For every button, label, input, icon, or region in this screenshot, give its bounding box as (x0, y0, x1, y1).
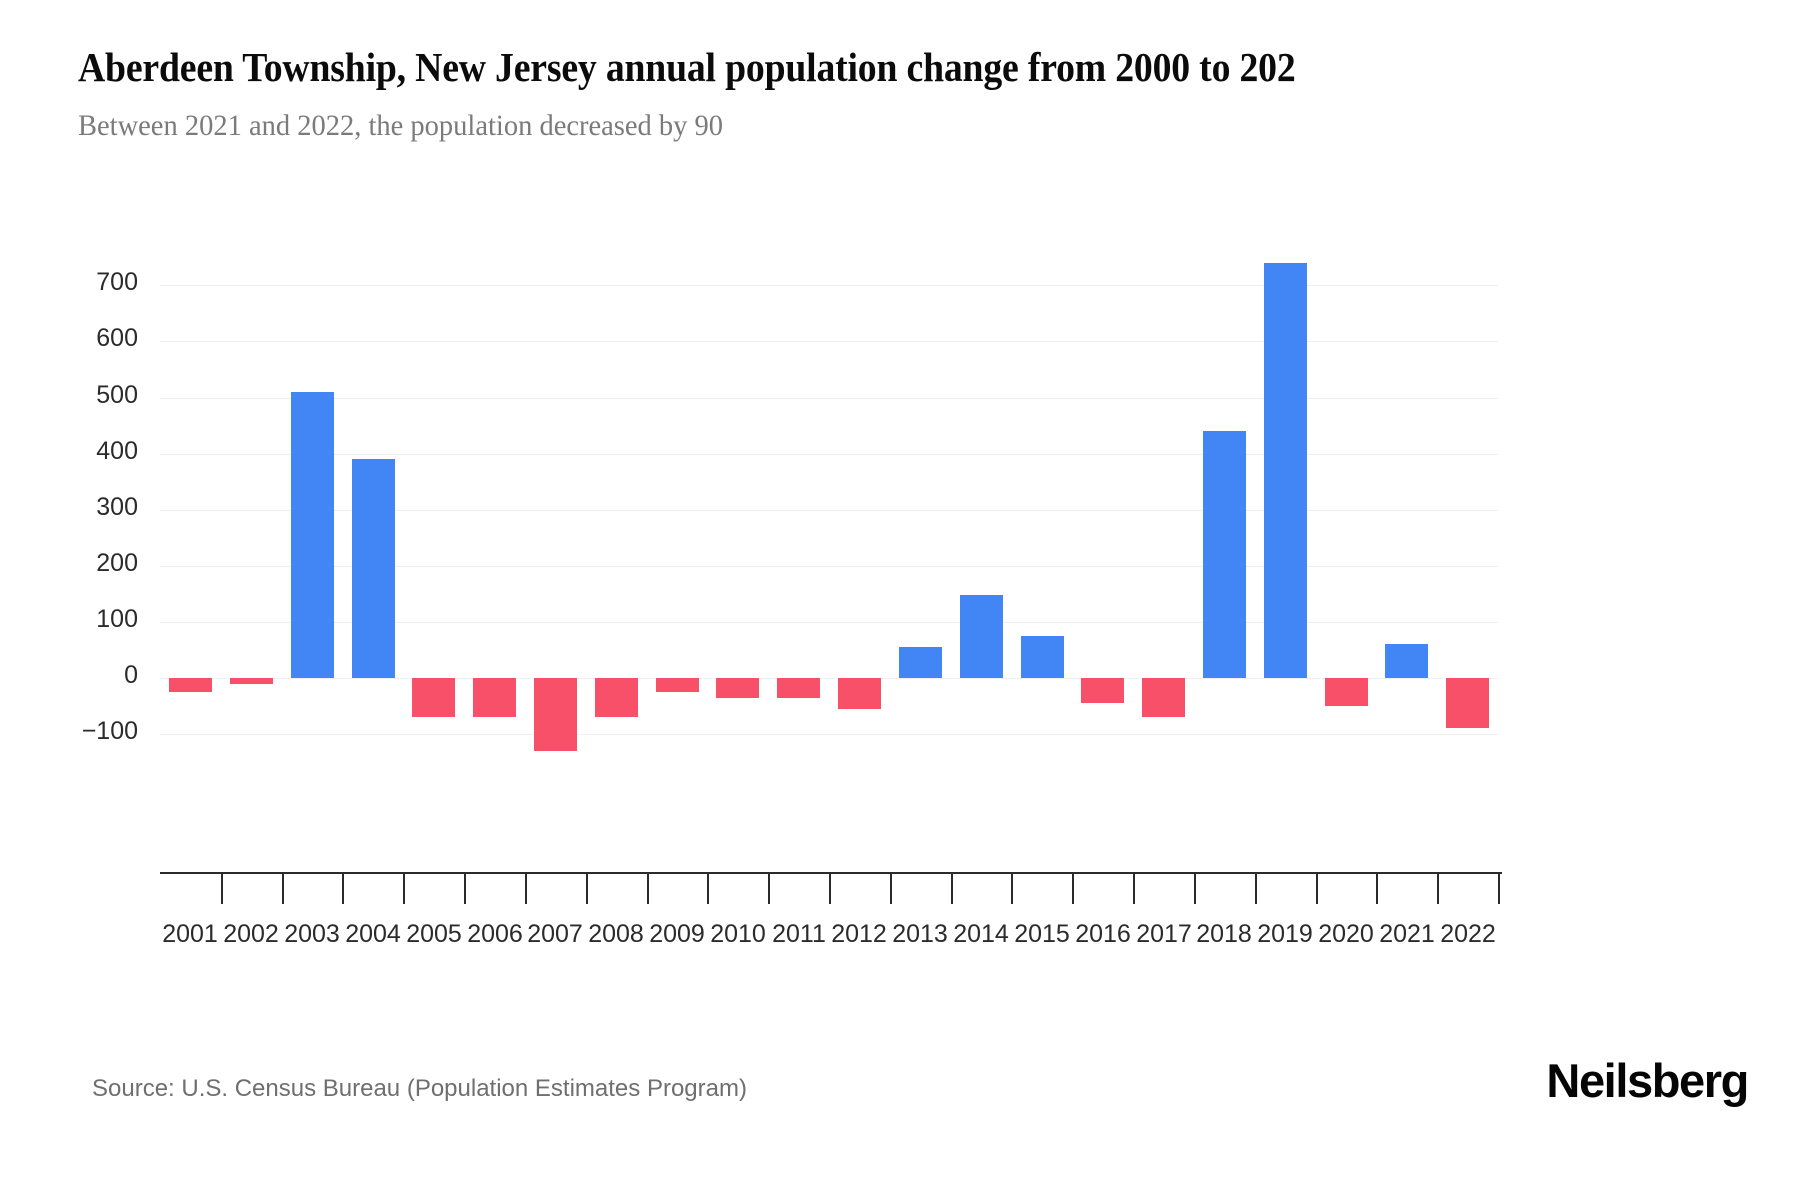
x-axis-tick-label-2001: 2001 (162, 920, 218, 948)
x-axis-tick-label-2005: 2005 (406, 920, 462, 948)
gridline (160, 398, 1498, 399)
x-axis-tick (707, 874, 709, 904)
gridline (160, 678, 1498, 679)
x-axis-tick-label-2020: 2020 (1318, 920, 1374, 948)
bar-2012[interactable] (838, 678, 881, 709)
x-axis-tick-label-2016: 2016 (1075, 920, 1131, 948)
x-axis-tick (1133, 874, 1135, 904)
bar-2018[interactable] (1203, 431, 1246, 678)
chart-header: Aberdeen Township, New Jersey annual pop… (78, 42, 1800, 146)
source-note: Source: U.S. Census Bureau (Population E… (92, 1075, 747, 1102)
bar-2003[interactable] (291, 392, 334, 678)
x-axis-tick-label-2003: 2003 (284, 920, 340, 948)
bar-2002[interactable] (230, 678, 273, 684)
bar-2016[interactable] (1081, 678, 1124, 703)
bar-2021[interactable] (1385, 644, 1428, 678)
x-axis-tick (525, 874, 527, 904)
x-axis-tick (1376, 874, 1378, 904)
x-axis-tick (282, 874, 284, 904)
bar-2009[interactable] (656, 678, 699, 692)
bar-2014[interactable] (960, 595, 1003, 678)
bar-2004[interactable] (352, 459, 395, 678)
gridline (160, 454, 1498, 455)
x-axis-tick-label-2012: 2012 (831, 920, 887, 948)
y-axis-tick-label: −100 (81, 717, 138, 745)
x-axis-tick (1437, 874, 1439, 904)
x-axis-tick (829, 874, 831, 904)
gridline (160, 285, 1498, 286)
x-axis-tick-label-2007: 2007 (527, 920, 583, 948)
gridline (160, 566, 1498, 567)
bar-2017[interactable] (1142, 678, 1185, 717)
x-axis-tick-label-2006: 2006 (467, 920, 523, 948)
x-axis-tick (890, 874, 892, 904)
x-axis-tick-label-2015: 2015 (1014, 920, 1070, 948)
gridline (160, 510, 1498, 511)
y-axis-tick-label: 300 (96, 493, 138, 521)
gridline (160, 341, 1498, 342)
x-axis-tick (951, 874, 953, 904)
x-axis-tick (464, 874, 466, 904)
bar-2006[interactable] (473, 678, 516, 717)
x-axis-tick-label-2004: 2004 (345, 920, 401, 948)
x-axis-tick-label-2010: 2010 (710, 920, 766, 948)
bar-2007[interactable] (534, 678, 577, 751)
y-axis-tick-label: 0 (124, 661, 138, 689)
x-axis-tick-label-2008: 2008 (588, 920, 644, 948)
brand-logo: Neilsberg (1546, 1054, 1749, 1107)
x-axis-tick (1316, 874, 1318, 904)
x-axis-tick (342, 874, 344, 904)
page-title: Aberdeen Township, New Jersey annual pop… (78, 44, 1296, 90)
x-axis-tick (647, 874, 649, 904)
bar-2010[interactable] (716, 678, 759, 698)
x-axis-tick (1194, 874, 1196, 904)
x-axis-tick-label-2017: 2017 (1136, 920, 1192, 948)
y-axis-tick-label: 500 (96, 381, 138, 409)
chart-subtitle: Between 2021 and 2022, the population de… (78, 109, 724, 142)
x-axis-tick-label-2022: 2022 (1440, 920, 1496, 948)
bar-2022[interactable] (1446, 678, 1489, 728)
x-axis-tick (768, 874, 770, 904)
bar-2013[interactable] (899, 647, 942, 678)
x-axis-tick (586, 874, 588, 904)
x-axis-tick (1072, 874, 1074, 904)
x-axis-tick (1255, 874, 1257, 904)
bar-2005[interactable] (412, 678, 455, 717)
x-axis-tick (1011, 874, 1013, 904)
y-axis-tick-label: 600 (96, 324, 138, 352)
gridline (160, 734, 1498, 735)
x-axis-tick-label-2013: 2013 (892, 920, 948, 948)
x-axis-tick-label-2021: 2021 (1379, 920, 1435, 948)
x-axis-tick-label-2018: 2018 (1196, 920, 1252, 948)
bar-2019[interactable] (1264, 263, 1307, 678)
bar-2015[interactable] (1021, 636, 1064, 678)
x-axis-tick (1498, 874, 1500, 904)
y-axis-tick-label: 200 (96, 549, 138, 577)
bar-2001[interactable] (169, 678, 212, 692)
x-axis-tick-label-2014: 2014 (953, 920, 1009, 948)
bar-2008[interactable] (595, 678, 638, 717)
y-axis-tick-label: 400 (96, 437, 138, 465)
x-axis-tick-label-2019: 2019 (1257, 920, 1313, 948)
y-axis-tick-label: 100 (96, 605, 138, 633)
bar-2011[interactable] (777, 678, 820, 698)
x-axis-tick-label-2011: 2011 (772, 920, 826, 948)
x-axis-tick (403, 874, 405, 904)
x-axis-tick (221, 874, 223, 904)
x-axis-tick-label-2009: 2009 (649, 920, 705, 948)
bar-2020[interactable] (1325, 678, 1368, 706)
gridline (160, 622, 1498, 623)
y-axis-tick-label: 700 (96, 268, 138, 296)
x-axis-line (160, 872, 1502, 874)
x-axis-tick-label-2002: 2002 (223, 920, 279, 948)
